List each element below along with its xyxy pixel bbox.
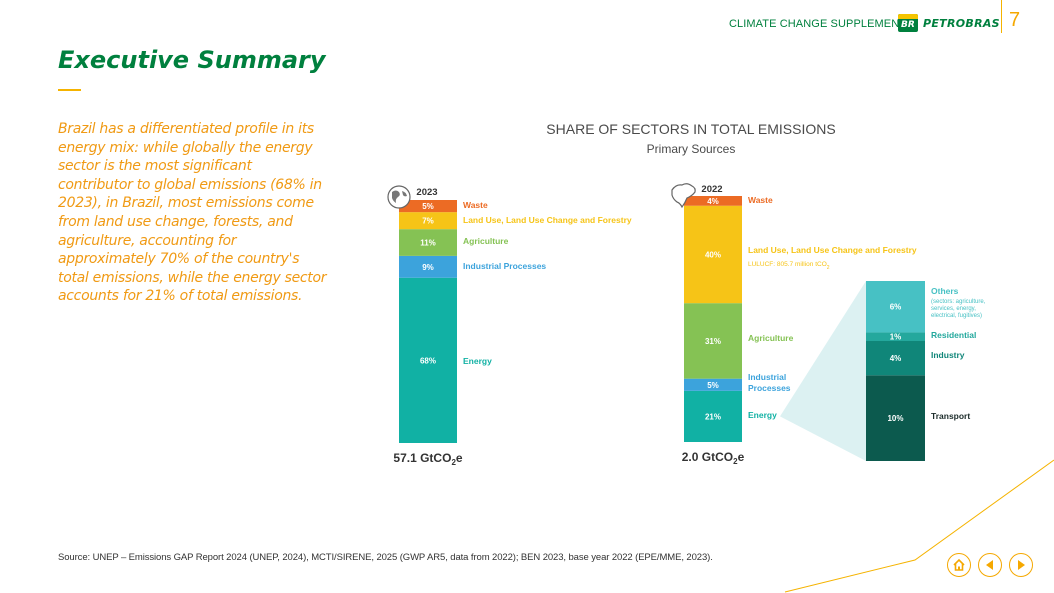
- bar-brazil-waste-label: Waste: [748, 195, 773, 205]
- bar-brazil-energy-segment: [684, 390, 742, 442]
- summary-text: Brazil has a differentiated profile in i…: [58, 121, 327, 305]
- breakdown-residential-segment: [866, 332, 925, 341]
- bar-brazil-agriculture-label: Agriculture: [748, 333, 794, 343]
- globe-icon-land: [392, 190, 400, 203]
- home-button[interactable]: [947, 553, 971, 577]
- brazil-map-icon: [671, 183, 696, 209]
- logo-text: PETROBRAS: [923, 16, 1000, 30]
- bar-brazil-agriculture-value: 31%: [705, 337, 721, 346]
- bar-global-year: 2023: [416, 187, 437, 198]
- bar-brazil-year: 2022: [701, 184, 722, 195]
- bar-brazil-land-use-land-use-change-and-forestry-label: Land Use, Land Use Change and Forestry: [748, 245, 917, 255]
- petrobras-logo: BR PETROBRAS: [898, 14, 1000, 32]
- bar-brazil-land-use-land-use-change-and-forestry-value: 40%: [705, 250, 721, 259]
- globe-icon-land-2: [402, 191, 407, 197]
- bar-global-waste-segment: [399, 200, 457, 213]
- breakdown-transport-label: Transport: [931, 411, 970, 421]
- bar-brazil-total: 2.0 GtCO2e: [682, 450, 745, 466]
- breakdown-industry-value: 4%: [890, 354, 902, 363]
- breakdown-transport-value: 10%: [887, 414, 903, 423]
- bar-global-energy-label: Energy: [463, 356, 492, 366]
- bar-brazil-energy-label: Energy: [748, 410, 777, 420]
- breakdown-industry-segment: [866, 341, 925, 376]
- bar-brazil-industrial-processes-label: Industrial: [748, 372, 786, 382]
- chart-subtitle: Primary Sources: [647, 142, 736, 156]
- bar-global-industrial-processes-label: Industrial Processes: [463, 261, 546, 271]
- bar-global-waste-value: 5%: [422, 202, 434, 211]
- breakdown-others-note-2: services, energy,: [931, 306, 976, 312]
- bar-global-waste-label: Waste: [463, 200, 488, 210]
- header-divider: [1001, 0, 1002, 33]
- bar-global-industrial-processes-value: 9%: [422, 263, 434, 272]
- title-underline: [58, 89, 81, 91]
- breakdown-residential-value: 1%: [890, 333, 902, 342]
- breakdown-others-note: (sectors: agriculture,: [931, 299, 986, 305]
- bar-global-energy-value: 68%: [420, 356, 436, 365]
- breakdown-industry-label: Industry: [931, 350, 965, 360]
- bar-brazil-land-use-land-use-change-and-forestry-segment: [684, 205, 742, 304]
- decorative-line: [784, 459, 1054, 593]
- logo-mark: BR: [901, 20, 915, 30]
- br-logo-icon: BR: [898, 14, 918, 32]
- breakdown-others-value: 6%: [890, 303, 902, 312]
- breakdown-others-label: Others: [931, 286, 959, 296]
- bar-brazil-waste-value: 4%: [707, 197, 719, 206]
- bar-brazil-lulucf-note: LULUCF: 805.7 million tCO2: [748, 261, 830, 271]
- breakdown-connector: [780, 281, 866, 461]
- breakdown-transport-segment: [866, 375, 925, 461]
- home-icon: [953, 558, 965, 571]
- breakdown-residential-label: Residential: [931, 330, 976, 340]
- breakdown-others-segment: [866, 281, 925, 333]
- bar-brazil-waste-segment: [684, 196, 742, 206]
- bar-global-industrial-processes-segment: [399, 255, 457, 278]
- bar-brazil-agriculture-segment: [684, 303, 742, 379]
- prev-icon: [986, 560, 993, 570]
- bar-global-total: 57.1 GtCO2e: [393, 451, 462, 467]
- globe-icon: [387, 185, 411, 209]
- bar-global-energy-segment: [399, 277, 457, 443]
- bar-global-agriculture-value: 11%: [420, 239, 436, 248]
- breakdown-others-note-3: electrical, fugitives): [931, 313, 982, 319]
- bar-brazil-industrial-processes-segment: [684, 378, 742, 391]
- bar-brazil-energy-value: 21%: [705, 412, 721, 421]
- bar-global-agriculture-label: Agriculture: [463, 236, 509, 246]
- bar-brazil-industrial-processes-value: 5%: [707, 381, 719, 390]
- chart-title: SHARE OF SECTORS IN TOTAL EMISSIONS: [546, 121, 835, 137]
- bar-global-agriculture-segment: [399, 229, 457, 256]
- prev-button[interactable]: [978, 553, 1002, 577]
- bar-global-land-use-land-use-change-and-forestry-segment: [399, 212, 457, 230]
- bar-global-land-use-land-use-change-and-forestry-label: Land Use, Land Use Change and Forestry: [463, 215, 632, 225]
- source-note: Source: UNEP – Emissions GAP Report 2024…: [58, 552, 713, 563]
- next-icon: [1018, 560, 1025, 570]
- bar-brazil-industrial-processes-label-2: Processes: [748, 383, 791, 393]
- page-title: Executive Summary: [58, 46, 326, 74]
- page-number: 7: [1009, 9, 1021, 31]
- supplement-title: CLIMATE CHANGE SUPPLEMENT: [729, 18, 907, 30]
- bar-global-land-use-land-use-change-and-forestry-value: 7%: [422, 217, 434, 226]
- next-button[interactable]: [1009, 553, 1033, 577]
